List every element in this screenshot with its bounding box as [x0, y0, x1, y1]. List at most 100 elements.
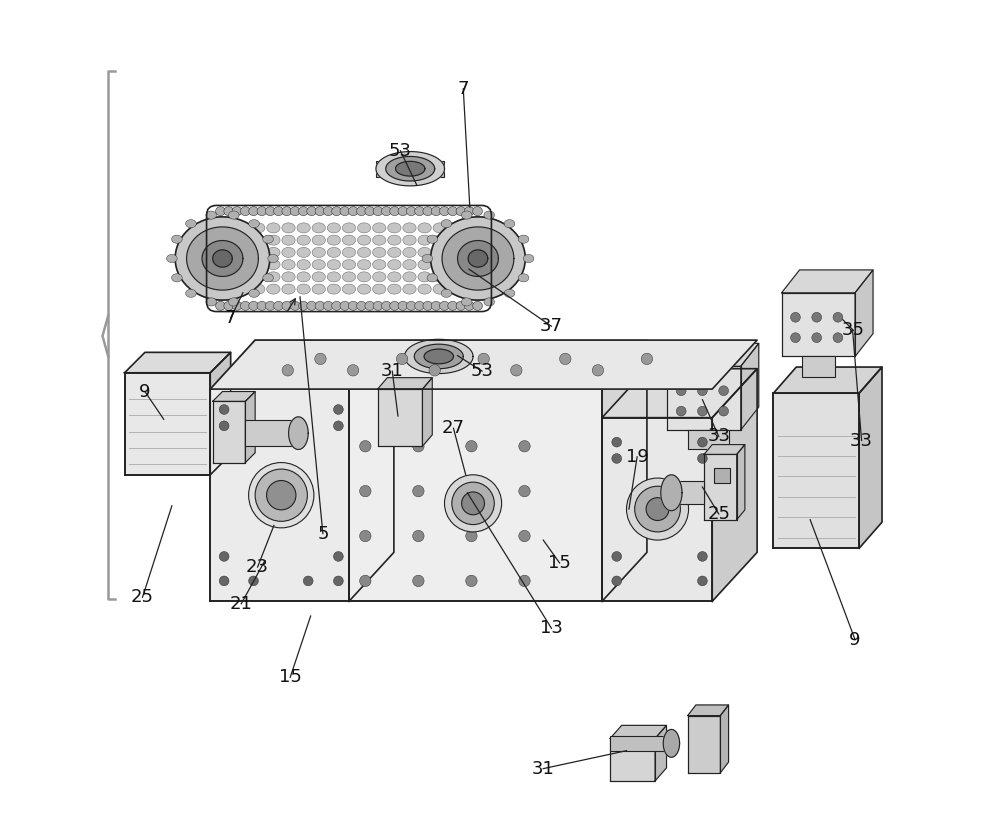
Circle shape — [413, 486, 424, 497]
Ellipse shape — [433, 284, 446, 294]
Ellipse shape — [418, 247, 431, 257]
Ellipse shape — [228, 298, 239, 306]
Circle shape — [519, 486, 530, 497]
Ellipse shape — [186, 289, 196, 297]
Polygon shape — [175, 217, 270, 300]
Circle shape — [303, 576, 313, 586]
Bar — [245, 420, 298, 446]
Ellipse shape — [252, 247, 265, 257]
Ellipse shape — [388, 235, 401, 245]
Ellipse shape — [342, 260, 356, 269]
Ellipse shape — [312, 235, 325, 245]
Ellipse shape — [381, 301, 391, 310]
Ellipse shape — [298, 206, 308, 215]
Ellipse shape — [323, 206, 333, 215]
Circle shape — [360, 486, 371, 497]
Polygon shape — [202, 241, 243, 277]
Ellipse shape — [448, 206, 458, 215]
Ellipse shape — [373, 235, 386, 245]
Ellipse shape — [282, 206, 292, 215]
Circle shape — [333, 551, 343, 561]
Ellipse shape — [172, 235, 182, 243]
Ellipse shape — [433, 272, 446, 282]
Text: 13: 13 — [540, 619, 563, 637]
Polygon shape — [349, 340, 394, 601]
Ellipse shape — [431, 301, 441, 310]
Circle shape — [698, 406, 707, 416]
Ellipse shape — [257, 206, 267, 215]
Circle shape — [466, 441, 477, 452]
Circle shape — [812, 312, 822, 322]
Ellipse shape — [357, 206, 366, 215]
Ellipse shape — [463, 223, 477, 233]
Ellipse shape — [274, 206, 283, 215]
Ellipse shape — [224, 301, 234, 310]
Ellipse shape — [439, 301, 449, 310]
Polygon shape — [468, 250, 488, 267]
Ellipse shape — [228, 211, 239, 219]
Ellipse shape — [403, 260, 416, 269]
Circle shape — [466, 486, 477, 497]
Text: 15: 15 — [548, 554, 571, 572]
Circle shape — [462, 492, 484, 515]
Ellipse shape — [348, 301, 358, 310]
Text: 9: 9 — [139, 382, 151, 400]
Ellipse shape — [252, 284, 265, 294]
Polygon shape — [782, 270, 873, 292]
Ellipse shape — [297, 223, 310, 233]
Ellipse shape — [433, 260, 446, 269]
Ellipse shape — [390, 206, 400, 215]
Circle shape — [791, 312, 800, 322]
Ellipse shape — [388, 272, 401, 282]
Ellipse shape — [216, 301, 225, 310]
Ellipse shape — [282, 272, 295, 282]
Ellipse shape — [398, 206, 408, 215]
Ellipse shape — [418, 272, 431, 282]
Polygon shape — [704, 445, 745, 455]
Ellipse shape — [224, 206, 234, 215]
Ellipse shape — [263, 274, 273, 282]
Circle shape — [267, 481, 296, 510]
Circle shape — [219, 576, 229, 586]
Text: 53: 53 — [471, 362, 494, 380]
Ellipse shape — [249, 206, 259, 215]
Ellipse shape — [504, 219, 515, 228]
Ellipse shape — [461, 211, 472, 219]
Ellipse shape — [327, 260, 341, 269]
Ellipse shape — [373, 272, 386, 282]
Ellipse shape — [348, 206, 358, 215]
Circle shape — [833, 333, 843, 342]
Ellipse shape — [418, 235, 431, 245]
Ellipse shape — [456, 301, 466, 310]
Bar — [671, 482, 704, 505]
Ellipse shape — [186, 219, 196, 228]
Bar — [704, 455, 737, 520]
Circle shape — [444, 475, 502, 532]
Ellipse shape — [448, 284, 462, 294]
Bar — [378, 389, 422, 446]
Circle shape — [219, 421, 229, 431]
Text: 25: 25 — [131, 588, 154, 606]
Ellipse shape — [221, 272, 235, 282]
Bar — [210, 389, 349, 601]
Ellipse shape — [232, 206, 242, 215]
Ellipse shape — [282, 284, 295, 294]
Polygon shape — [741, 343, 759, 430]
Bar — [376, 161, 444, 177]
Ellipse shape — [167, 255, 177, 263]
Ellipse shape — [464, 301, 474, 310]
Ellipse shape — [342, 223, 356, 233]
Ellipse shape — [518, 235, 529, 243]
Bar — [688, 716, 720, 772]
Ellipse shape — [216, 206, 225, 215]
Circle shape — [333, 576, 343, 586]
Ellipse shape — [236, 284, 250, 294]
Circle shape — [592, 364, 604, 376]
Polygon shape — [125, 352, 231, 373]
Ellipse shape — [373, 247, 386, 257]
Text: 27: 27 — [442, 419, 465, 437]
Circle shape — [429, 364, 440, 376]
Ellipse shape — [282, 260, 295, 269]
Ellipse shape — [403, 284, 416, 294]
Polygon shape — [855, 270, 873, 356]
